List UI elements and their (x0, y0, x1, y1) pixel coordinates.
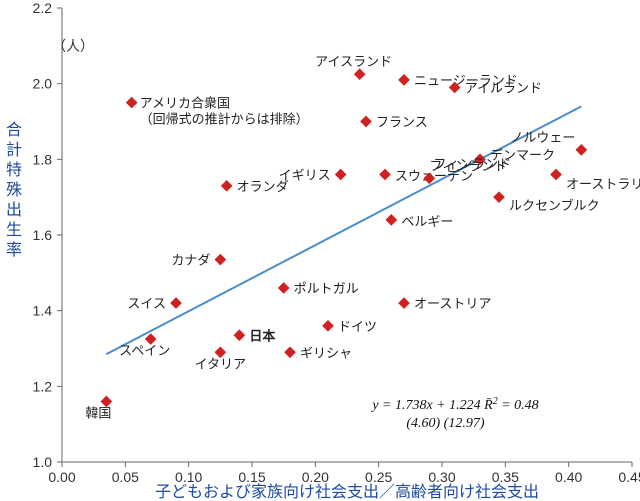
x-tick-label: 0.30 (428, 469, 455, 485)
point-label: ルクセンブルク (509, 198, 600, 213)
regression-stderr: (4.60) (12.97) (406, 416, 484, 431)
y-axis-label: 殊 (6, 181, 22, 199)
chart-bg (0, 0, 640, 501)
x-tick-label: 0.00 (48, 469, 75, 485)
point-label: フランス (376, 115, 428, 130)
scatter-chart: 0.00 0.05 0.10 0.15 0.20 0.25 0.30 0.35 0.40 0.45… (0, 0, 640, 501)
y-unit-label: （人） (52, 38, 94, 54)
point-label: オーストラリア (566, 176, 640, 191)
point-label: ドイツ (338, 319, 377, 334)
point-label: アイスランド (315, 54, 392, 69)
point-label: スペイン (119, 343, 170, 358)
x-tick-label: 0.10 (175, 469, 202, 485)
x-tick-label: 0.25 (365, 469, 392, 485)
y-axis-label: 合 (6, 121, 22, 139)
y-axis-label: 計 (6, 141, 22, 159)
y-tick-label: 1.0 (33, 454, 53, 470)
regression-equation: y = 1.738x + 1.224 R̄2 = 0.48 (370, 396, 538, 414)
x-tick-label: 0.40 (555, 469, 582, 485)
x-axis-label: 子どもおよび家族向け社会支出／高齢者向け社会支出 (155, 483, 539, 501)
point-label: アイルランド (465, 80, 542, 95)
y-tick-label: 1.4 (33, 303, 53, 319)
point-label: 韓国 (85, 405, 111, 420)
y-tick-label: 2.0 (33, 76, 53, 92)
y-tick-label: 1.6 (33, 227, 53, 243)
point-label: イタリア (195, 356, 246, 371)
x-tick-label: 0.45 (618, 469, 640, 485)
y-tick-label: 1.8 (33, 151, 53, 167)
point-note: （回帰式の推計からは排除） (140, 112, 309, 127)
point-label: オーストリア (414, 296, 491, 311)
point-label: カナダ (171, 253, 210, 268)
chart-svg: 0.00 0.05 0.10 0.15 0.20 0.25 0.30 0.35 0.40 0.45… (0, 0, 640, 501)
point-label: フィンランド (433, 156, 511, 171)
y-tick-label: 2.2 (33, 0, 53, 16)
x-tick-label: 0.35 (492, 469, 519, 485)
y-axis-label: 特 (6, 161, 22, 179)
point-label: アメリカ合衆国 (140, 96, 230, 111)
x-tick-label: 0.15 (238, 469, 265, 485)
y-axis-label: 生 (6, 221, 22, 239)
point-label: ギリシャ (300, 345, 352, 360)
point-label: イギリス (279, 167, 331, 182)
point-label: ポルトガル (294, 281, 359, 296)
y-axis-label: 率 (6, 241, 22, 259)
point-label: 日本 (249, 328, 275, 343)
y-axis-label: 出 (6, 201, 22, 219)
point-label: ベルギー (401, 214, 453, 229)
x-tick-label: 0.20 (302, 469, 329, 485)
x-tick-label: 0.05 (112, 469, 139, 485)
point-label: ノルウェー (510, 130, 575, 145)
point-label: スイス (127, 296, 166, 311)
y-tick-label: 1.2 (33, 378, 53, 394)
